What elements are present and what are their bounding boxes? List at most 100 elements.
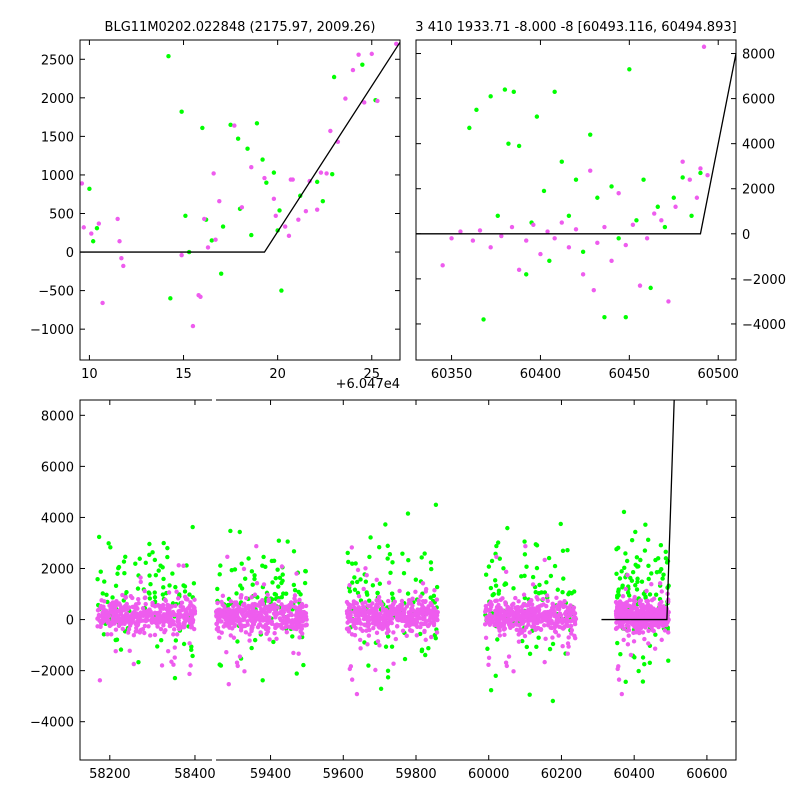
data-point [390, 560, 395, 565]
data-point [202, 216, 207, 222]
data-point [629, 613, 634, 619]
data-point [542, 659, 547, 665]
data-point [177, 611, 182, 616]
data-point [560, 590, 565, 595]
data-point [404, 633, 409, 639]
data-point [137, 612, 142, 617]
data-point [150, 603, 155, 608]
data-point [356, 594, 362, 599]
data-point [228, 599, 234, 604]
data-point [614, 571, 619, 576]
data-point [618, 651, 623, 657]
data-point [503, 569, 509, 575]
data-point [591, 287, 596, 293]
data-point [130, 604, 135, 610]
data-point [483, 572, 489, 577]
y-tick-label: 1500 [41, 130, 74, 145]
data-point [349, 545, 355, 550]
data-point [389, 644, 395, 649]
data-point [236, 609, 241, 614]
data-point [588, 168, 593, 173]
data-point [571, 605, 577, 610]
data-point [485, 618, 490, 624]
data-point [644, 614, 650, 619]
data-point [657, 609, 662, 615]
data-point [260, 598, 265, 603]
data-point [630, 622, 635, 627]
data-point [135, 586, 141, 591]
data-point [548, 625, 553, 630]
data-point [485, 646, 490, 651]
data-point [281, 591, 286, 596]
data-point [297, 597, 302, 603]
data-point [115, 216, 120, 222]
data-point [531, 222, 536, 227]
data-point [215, 611, 220, 617]
data-point [431, 606, 436, 611]
data-point [642, 624, 648, 629]
data-point [535, 620, 540, 625]
data-point [535, 625, 540, 631]
data-point [637, 610, 643, 615]
data-point [643, 522, 648, 527]
data-point [303, 603, 309, 609]
data-point [615, 610, 620, 615]
data-point [666, 299, 671, 304]
data-point [115, 571, 120, 576]
data-point [552, 563, 558, 569]
data-point [615, 605, 620, 611]
data-point [555, 587, 560, 592]
data-point [304, 622, 309, 627]
data-point [296, 609, 301, 615]
data-point [580, 249, 586, 255]
data-point [398, 602, 403, 608]
data-point [629, 578, 635, 583]
data-point [537, 582, 542, 588]
data-point [134, 605, 140, 610]
data-point [263, 564, 268, 570]
data-point [615, 593, 620, 599]
data-point [353, 625, 358, 631]
panel1-ticks: −1000 −500 0 500 1000 1500 2000 2500 10 15 20 25 [30, 40, 400, 382]
data-point [646, 576, 651, 582]
data-point [497, 608, 503, 613]
data-point [644, 588, 649, 594]
data-point [191, 581, 197, 586]
data-point [249, 645, 254, 651]
data-point [301, 662, 306, 668]
data-point [320, 198, 326, 204]
data-point [242, 623, 248, 629]
data-point [237, 654, 243, 659]
data-point [116, 565, 121, 571]
panel2-ticks: −4000 −2000 0 2000 4000 6000 8000 60350 60400 604… [416, 40, 786, 382]
data-point [663, 556, 669, 561]
data-point [529, 602, 535, 607]
data-point [385, 675, 391, 680]
x-tick-label: 10 [81, 367, 98, 382]
data-point [614, 615, 619, 620]
data-point [277, 616, 283, 621]
data-point [413, 589, 418, 595]
data-point [550, 635, 555, 640]
data-point [371, 619, 376, 625]
data-point [363, 579, 369, 584]
data-point [241, 566, 247, 572]
data-point [423, 652, 428, 658]
data-point [119, 256, 124, 261]
lightcurve-recent-panel: 3 410 1933.71 -8.000 -8 [60493.116, 6049… [415, 20, 786, 382]
data-point [218, 271, 224, 276]
data-point [636, 668, 641, 674]
data-point [649, 571, 654, 576]
data-point [621, 626, 627, 631]
data-point [104, 592, 109, 598]
data-point [127, 648, 132, 654]
data-point [634, 555, 640, 560]
data-point [343, 96, 348, 101]
data-point [225, 612, 230, 617]
data-point [107, 623, 113, 629]
data-point [120, 592, 125, 598]
data-point [571, 589, 577, 594]
data-point [673, 204, 678, 209]
data-point [382, 613, 387, 619]
data-point [659, 218, 664, 223]
